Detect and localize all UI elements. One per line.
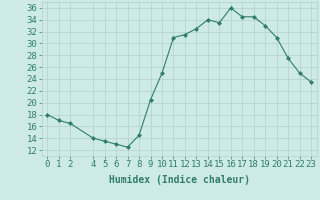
X-axis label: Humidex (Indice chaleur): Humidex (Indice chaleur) [109,175,250,185]
